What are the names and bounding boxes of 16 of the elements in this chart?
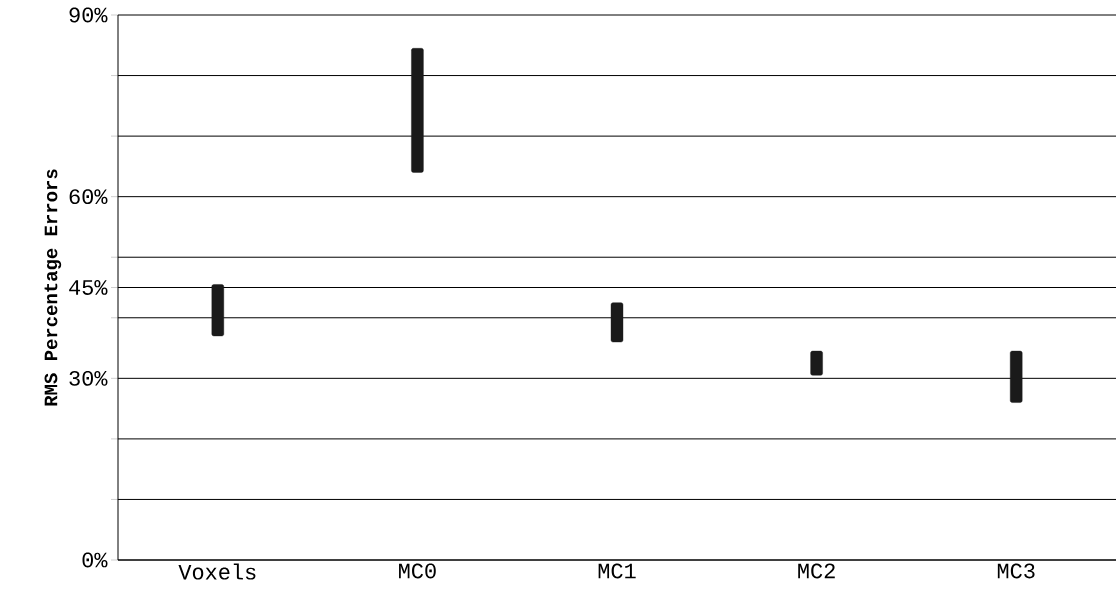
x-tick-label: MC1 (598, 563, 636, 579)
y-tick-label: 0% (82, 552, 108, 568)
x-tick-label: MC0 (399, 563, 436, 579)
bar (810, 350, 823, 376)
x-tick-label: Voxels (178, 563, 256, 580)
bar (211, 284, 224, 337)
y-tick-label: 60% (69, 189, 108, 205)
bar (610, 302, 624, 343)
y-tick-label: 30% (69, 370, 108, 386)
bar (1010, 350, 1023, 403)
y-tick-label: 90% (69, 7, 108, 23)
x-tick-label: MC3 (997, 563, 1035, 579)
bar (411, 48, 424, 173)
y-axis-title: RMS Percentage Errors (44, 169, 62, 406)
x-tick-label: MC2 (798, 563, 835, 579)
y-tick-label: 45% (69, 280, 108, 295)
